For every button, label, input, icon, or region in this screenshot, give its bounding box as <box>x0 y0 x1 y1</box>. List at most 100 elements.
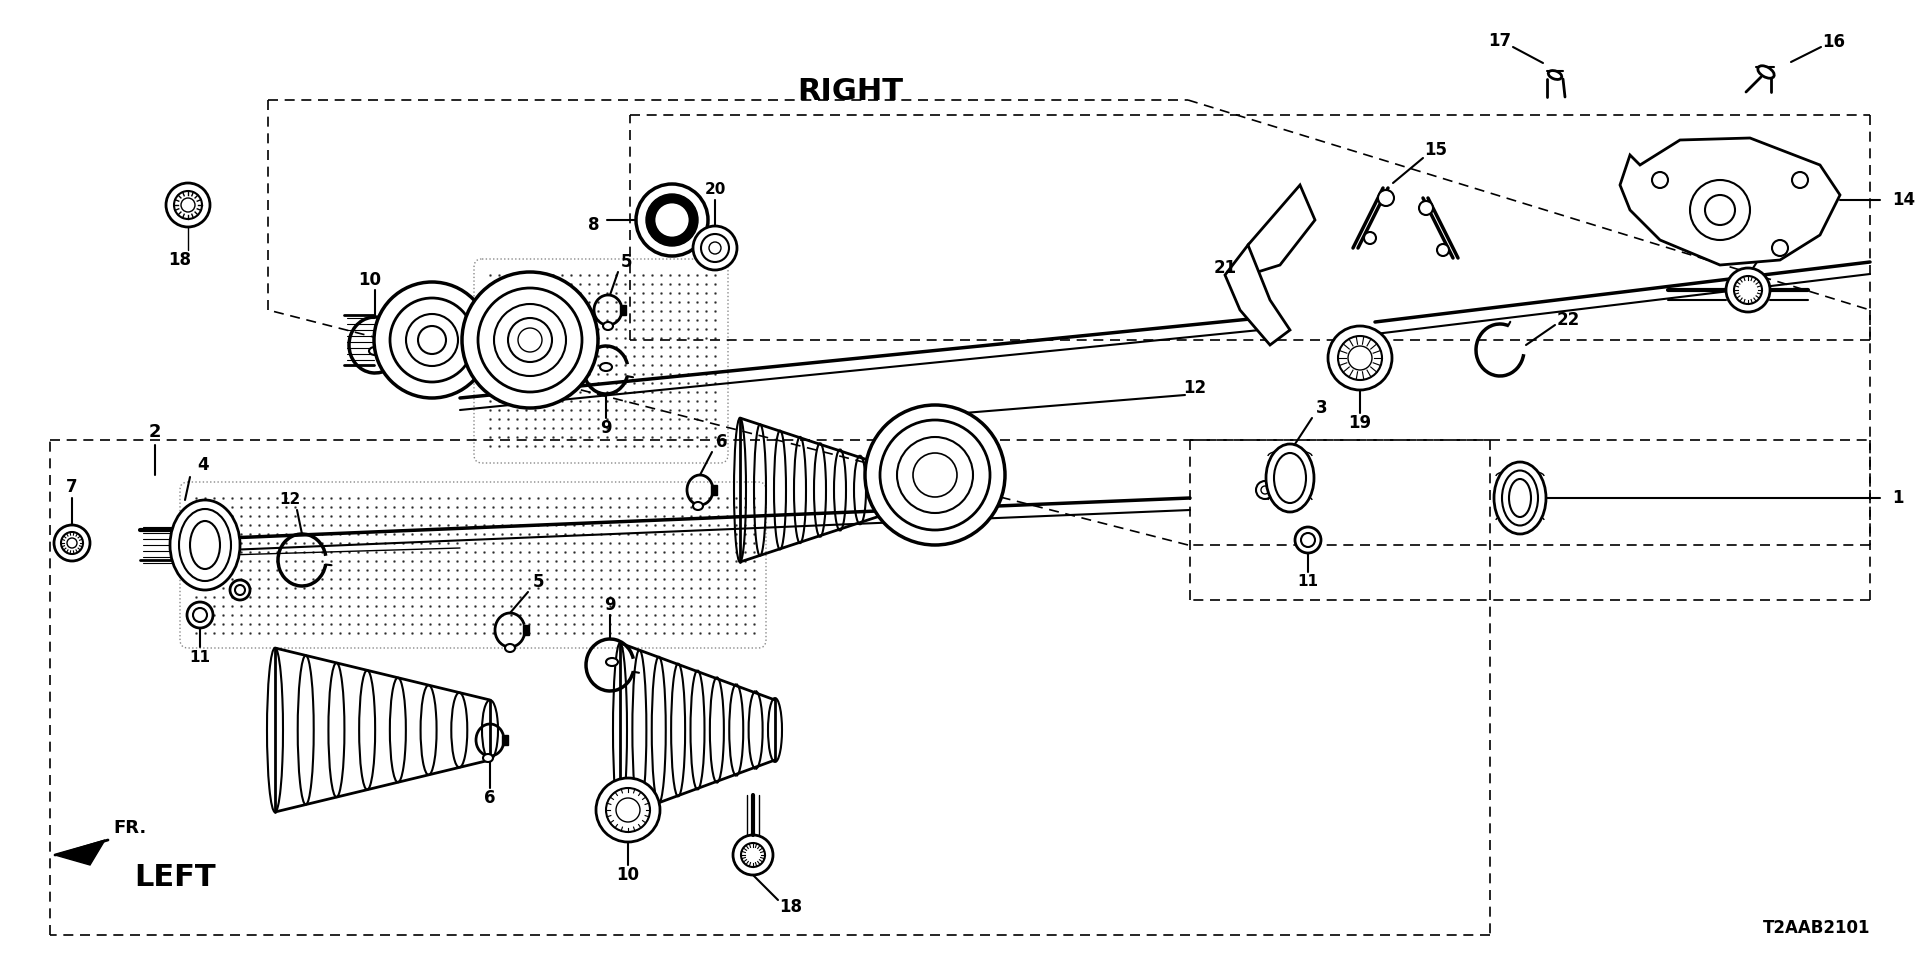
Circle shape <box>1302 533 1315 547</box>
Circle shape <box>1256 481 1275 499</box>
Text: 18: 18 <box>780 898 803 916</box>
Polygon shape <box>620 305 626 315</box>
Text: 18: 18 <box>169 251 192 269</box>
Text: 8: 8 <box>588 216 599 234</box>
Text: 6: 6 <box>716 433 728 451</box>
Ellipse shape <box>1509 479 1530 517</box>
Text: 12: 12 <box>1183 379 1206 397</box>
Circle shape <box>701 234 730 262</box>
Text: 19: 19 <box>1348 414 1371 432</box>
Text: 21: 21 <box>1213 259 1236 277</box>
Text: 6: 6 <box>484 789 495 807</box>
Circle shape <box>509 318 553 362</box>
Circle shape <box>493 304 566 376</box>
Circle shape <box>1329 326 1392 390</box>
Text: RIGHT: RIGHT <box>797 78 902 107</box>
Text: 20: 20 <box>705 182 726 198</box>
Circle shape <box>607 788 651 832</box>
Circle shape <box>879 420 991 530</box>
Ellipse shape <box>693 502 703 510</box>
Circle shape <box>733 835 774 875</box>
Ellipse shape <box>1494 462 1546 534</box>
Circle shape <box>1363 232 1377 244</box>
Text: 10: 10 <box>359 271 382 289</box>
Circle shape <box>1379 190 1394 206</box>
Circle shape <box>897 437 973 513</box>
Circle shape <box>390 298 474 382</box>
Circle shape <box>1419 201 1432 215</box>
Circle shape <box>645 194 699 246</box>
Circle shape <box>1348 346 1373 370</box>
Circle shape <box>1436 244 1450 256</box>
Circle shape <box>54 525 90 561</box>
Circle shape <box>175 191 202 219</box>
Circle shape <box>234 585 246 595</box>
Ellipse shape <box>1501 470 1538 525</box>
Circle shape <box>1294 527 1321 553</box>
Text: 3: 3 <box>1317 399 1329 417</box>
Circle shape <box>595 778 660 842</box>
Ellipse shape <box>1548 70 1561 80</box>
Text: LEFT: LEFT <box>134 863 215 893</box>
Circle shape <box>1261 486 1269 494</box>
Circle shape <box>636 184 708 256</box>
Circle shape <box>1705 195 1736 225</box>
Ellipse shape <box>179 509 230 581</box>
Text: 7: 7 <box>65 478 79 496</box>
Circle shape <box>230 580 250 600</box>
Circle shape <box>708 242 722 254</box>
Ellipse shape <box>505 644 515 652</box>
Ellipse shape <box>369 347 380 355</box>
Text: 12: 12 <box>280 492 301 508</box>
Text: 5: 5 <box>532 573 543 591</box>
Polygon shape <box>1620 138 1839 265</box>
Circle shape <box>194 608 207 622</box>
Text: 13: 13 <box>1774 219 1797 237</box>
Text: 10: 10 <box>616 866 639 884</box>
Polygon shape <box>1248 185 1315 275</box>
Circle shape <box>419 326 445 354</box>
Circle shape <box>374 282 490 398</box>
Ellipse shape <box>599 363 612 371</box>
Circle shape <box>655 202 689 238</box>
Ellipse shape <box>1275 453 1306 503</box>
Text: 5: 5 <box>620 253 632 271</box>
Text: 22: 22 <box>1557 311 1580 329</box>
Ellipse shape <box>1759 65 1774 79</box>
Text: T2AAB2101: T2AAB2101 <box>1763 919 1870 937</box>
Circle shape <box>1726 268 1770 312</box>
Text: 17: 17 <box>1488 32 1511 50</box>
Text: 11: 11 <box>1298 574 1319 589</box>
Circle shape <box>180 198 196 212</box>
Text: 9: 9 <box>601 419 612 437</box>
Circle shape <box>1338 336 1382 380</box>
Circle shape <box>1791 172 1809 188</box>
Polygon shape <box>522 625 530 635</box>
Ellipse shape <box>607 658 618 666</box>
Circle shape <box>1734 276 1763 304</box>
Ellipse shape <box>1265 444 1313 512</box>
Ellipse shape <box>171 500 240 590</box>
Text: 9: 9 <box>605 596 616 614</box>
Text: 2: 2 <box>148 423 161 441</box>
Ellipse shape <box>190 521 221 569</box>
Circle shape <box>61 532 83 554</box>
Circle shape <box>693 226 737 270</box>
Circle shape <box>741 843 764 867</box>
Circle shape <box>67 538 77 548</box>
Text: 14: 14 <box>1891 191 1914 209</box>
Circle shape <box>1651 172 1668 188</box>
Circle shape <box>1690 180 1749 240</box>
Polygon shape <box>1225 245 1290 345</box>
Circle shape <box>1772 240 1788 256</box>
Circle shape <box>866 405 1004 545</box>
Text: 16: 16 <box>1822 33 1845 51</box>
Text: 1: 1 <box>1891 489 1903 507</box>
Ellipse shape <box>484 754 493 762</box>
Text: 15: 15 <box>1425 141 1448 159</box>
Text: 11: 11 <box>190 650 211 664</box>
Circle shape <box>165 183 209 227</box>
Text: 4: 4 <box>198 456 209 474</box>
Polygon shape <box>710 485 716 495</box>
Circle shape <box>518 328 541 352</box>
